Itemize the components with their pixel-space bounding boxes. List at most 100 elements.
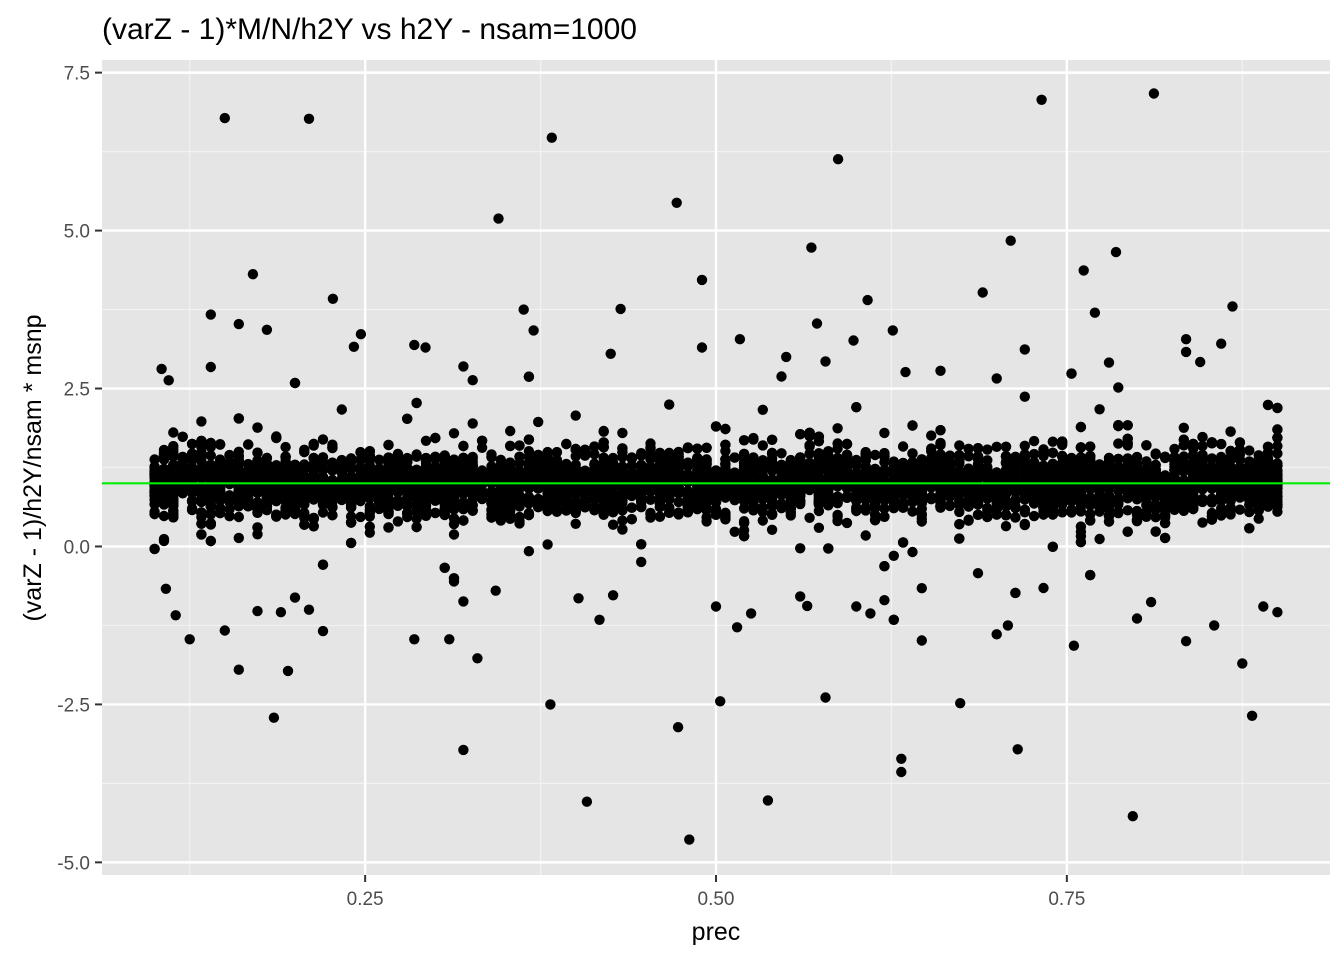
data-point bbox=[982, 469, 993, 480]
data-point bbox=[589, 441, 600, 452]
data-point bbox=[345, 463, 357, 475]
data-point bbox=[411, 451, 422, 462]
data-point bbox=[505, 487, 516, 499]
data-point bbox=[317, 507, 329, 518]
data-point bbox=[205, 437, 216, 449]
data-point bbox=[233, 511, 244, 523]
data-point bbox=[1159, 532, 1171, 544]
data-point bbox=[982, 490, 993, 502]
data-point bbox=[1225, 426, 1236, 437]
data-point bbox=[851, 402, 862, 413]
chart-title: (varZ - 1)*M/N/h2Y vs h2Y - nsam=1000 bbox=[102, 13, 637, 46]
data-point bbox=[785, 503, 796, 514]
data-point bbox=[1019, 519, 1030, 531]
data-point bbox=[271, 461, 282, 472]
data-point bbox=[486, 451, 497, 463]
data-point bbox=[645, 508, 656, 520]
data-point bbox=[1234, 437, 1246, 448]
data-point bbox=[1075, 506, 1087, 517]
data-point bbox=[851, 505, 862, 517]
data-point bbox=[561, 438, 572, 450]
data-point bbox=[224, 495, 235, 507]
data-point bbox=[832, 438, 843, 449]
data-point bbox=[963, 514, 974, 525]
data-point bbox=[233, 532, 244, 544]
data-point bbox=[317, 559, 329, 570]
data-point bbox=[570, 466, 581, 477]
data-point bbox=[869, 449, 881, 461]
data-point bbox=[252, 522, 263, 533]
data-point bbox=[1010, 512, 1021, 523]
data-point bbox=[149, 508, 160, 520]
data-point bbox=[832, 494, 843, 506]
data-point bbox=[626, 514, 637, 525]
data-point bbox=[757, 455, 768, 466]
data-point bbox=[738, 435, 750, 446]
data-point bbox=[430, 507, 441, 519]
data-point bbox=[420, 435, 432, 446]
data-point bbox=[766, 462, 778, 473]
data-point bbox=[299, 499, 310, 510]
data-point bbox=[1234, 504, 1246, 515]
data-point bbox=[1272, 440, 1283, 452]
data-point bbox=[1019, 440, 1030, 451]
data-point bbox=[467, 375, 478, 386]
data-point bbox=[196, 529, 207, 540]
data-point bbox=[1113, 508, 1124, 519]
data-point bbox=[467, 418, 478, 429]
data-point bbox=[1272, 448, 1283, 459]
data-point bbox=[897, 441, 909, 452]
data-point bbox=[1216, 507, 1227, 518]
data-point bbox=[448, 513, 460, 524]
data-point bbox=[879, 561, 890, 572]
data-point bbox=[1141, 484, 1152, 495]
data-point bbox=[505, 510, 516, 521]
data-point bbox=[795, 429, 806, 440]
data-point bbox=[607, 519, 619, 530]
data-point bbox=[776, 448, 787, 459]
data-point bbox=[355, 462, 366, 473]
data-point bbox=[1019, 391, 1030, 402]
data-point bbox=[1000, 521, 1012, 532]
data-point bbox=[589, 505, 600, 516]
data-point bbox=[280, 441, 291, 453]
data-point bbox=[954, 506, 965, 518]
data-point bbox=[972, 568, 984, 579]
data-point bbox=[533, 454, 544, 465]
data-point bbox=[411, 521, 422, 533]
data-point bbox=[186, 438, 198, 450]
data-point bbox=[673, 496, 684, 508]
data-point bbox=[317, 434, 329, 445]
data-point bbox=[224, 449, 235, 461]
data-point bbox=[851, 460, 862, 471]
data-point bbox=[420, 452, 432, 464]
data-point bbox=[205, 450, 216, 461]
data-point bbox=[766, 524, 778, 535]
data-point bbox=[196, 518, 207, 529]
data-point bbox=[243, 439, 254, 450]
data-point bbox=[1150, 511, 1161, 523]
data-point bbox=[907, 546, 918, 558]
data-point bbox=[355, 454, 366, 465]
data-point bbox=[607, 458, 619, 469]
data-point bbox=[214, 488, 226, 500]
data-point bbox=[813, 456, 825, 467]
data-point bbox=[1028, 510, 1040, 522]
data-point bbox=[766, 500, 778, 512]
data-point bbox=[411, 464, 422, 475]
data-point bbox=[916, 635, 927, 646]
data-point bbox=[579, 487, 591, 499]
data-point bbox=[1225, 495, 1236, 506]
data-point bbox=[1075, 521, 1087, 532]
data-point bbox=[252, 605, 263, 617]
data-point bbox=[1113, 438, 1124, 449]
data-point bbox=[1216, 438, 1227, 450]
data-point bbox=[841, 438, 853, 450]
data-point bbox=[1057, 507, 1068, 518]
data-point bbox=[1113, 382, 1124, 393]
data-point bbox=[832, 515, 843, 527]
data-point bbox=[617, 427, 628, 439]
data-point bbox=[430, 451, 441, 462]
